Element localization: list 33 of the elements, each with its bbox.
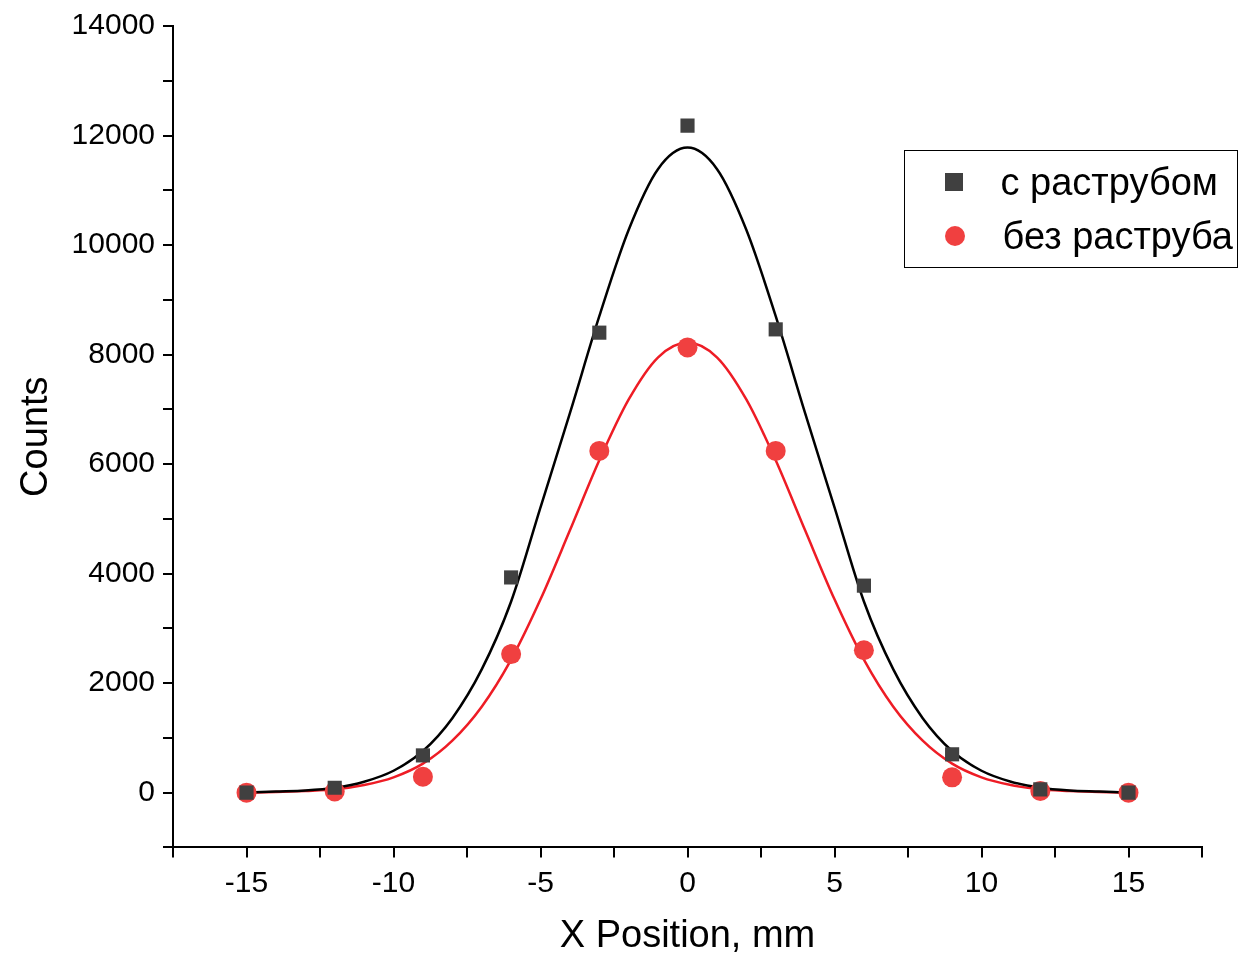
x-tick-label: 0 (679, 864, 696, 898)
legend-label: без раструба (1002, 214, 1233, 259)
point (765, 440, 786, 461)
point (592, 325, 607, 340)
x-tick-label: 10 (964, 864, 999, 898)
y-tick-label: 6000 (88, 445, 156, 479)
y-tick-label: 2000 (88, 664, 156, 698)
point (945, 747, 960, 762)
point (853, 640, 874, 661)
point (856, 578, 871, 593)
y-tick-label: 12000 (71, 116, 156, 150)
point (501, 644, 522, 665)
point (677, 337, 698, 358)
x-axis-title: X Position, mm (559, 912, 816, 955)
point (680, 118, 695, 133)
legend-label: с раструбом (1000, 160, 1218, 205)
y-tick-label: 0 (138, 773, 156, 807)
point (412, 766, 433, 787)
x-tick-label: 15 (1111, 864, 1146, 898)
point (415, 748, 430, 763)
point (504, 570, 519, 585)
point (589, 440, 610, 461)
y-axis-title: Counts (13, 376, 56, 497)
point (768, 322, 783, 337)
point (942, 767, 963, 788)
x-tick-label: -10 (371, 864, 416, 898)
y-tick-label: 8000 (88, 335, 156, 369)
x-tick-label: -15 (224, 864, 269, 898)
x-tick-label: -5 (527, 864, 554, 898)
y-tick-label: 4000 (88, 554, 156, 588)
x-tick-label: 5 (826, 864, 843, 898)
y-tick-label: 14000 (71, 7, 156, 41)
y-tick-label: 10000 (71, 226, 156, 260)
